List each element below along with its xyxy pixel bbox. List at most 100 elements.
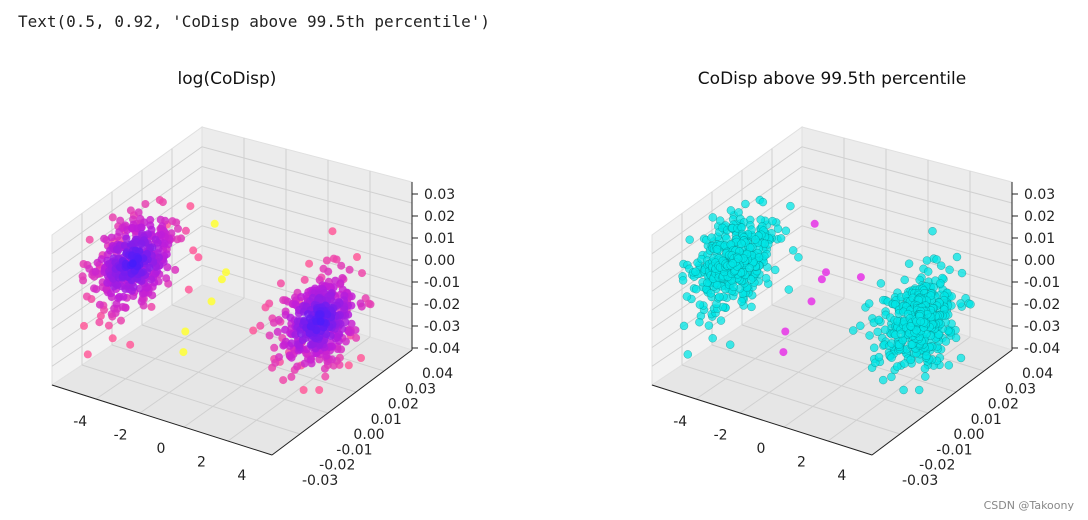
z-tick-label: -0.04 xyxy=(424,341,460,357)
data-point xyxy=(107,233,116,242)
data-point xyxy=(915,385,924,395)
data-point xyxy=(751,235,760,244)
data-point xyxy=(281,325,290,334)
data-point xyxy=(82,292,91,301)
y-tick-label: -0.02 xyxy=(919,458,955,474)
data-point xyxy=(274,316,283,324)
data-point xyxy=(186,202,195,211)
grid-line xyxy=(711,344,929,414)
data-point xyxy=(104,321,113,330)
data-point xyxy=(108,213,117,222)
outlier-point xyxy=(222,268,230,277)
data-point xyxy=(91,267,100,276)
data-point xyxy=(678,276,688,285)
data-point xyxy=(786,201,795,211)
data-point xyxy=(145,263,154,272)
data-point xyxy=(768,216,777,226)
data-point xyxy=(249,326,258,335)
data-point xyxy=(932,255,941,264)
data-point xyxy=(870,343,879,352)
data-point xyxy=(126,340,135,349)
grid-line xyxy=(827,336,971,442)
z-tick-label: 0.00 xyxy=(424,253,455,269)
data-point xyxy=(734,254,743,263)
data-point xyxy=(305,259,314,268)
grid-line xyxy=(81,364,301,435)
z-tick-label: 0.03 xyxy=(424,187,455,203)
data-point xyxy=(316,317,325,326)
data-point xyxy=(299,386,308,394)
z-tick-label: 0.00 xyxy=(1024,253,1055,269)
outlier-point xyxy=(181,327,190,336)
z-tick-label: -0.02 xyxy=(1024,297,1060,313)
data-point xyxy=(944,361,953,370)
data-point xyxy=(745,263,754,273)
cell-output-text: Text(0.5, 0.92, 'CoDisp above 99.5th per… xyxy=(18,12,491,31)
data-point xyxy=(300,275,309,284)
z-tick-label: 0.03 xyxy=(1024,187,1055,203)
data-point xyxy=(715,292,724,302)
x-tick-label: -2 xyxy=(114,427,128,443)
data-point xyxy=(352,333,361,342)
data-point xyxy=(118,303,127,311)
data-point xyxy=(279,376,288,385)
data-point xyxy=(126,206,135,215)
data-point xyxy=(758,197,768,207)
data-point xyxy=(194,253,203,262)
data-point xyxy=(737,239,746,248)
chart-title: log(CoDisp) xyxy=(178,69,277,89)
z-tick-label: 0.02 xyxy=(1024,209,1055,225)
outlier-point xyxy=(817,275,826,284)
watermark: CSDN @Takoony xyxy=(983,499,1074,512)
data-point xyxy=(293,362,302,371)
data-point xyxy=(160,239,169,248)
data-point xyxy=(900,359,909,368)
data-point xyxy=(762,274,771,283)
grid-line xyxy=(651,146,1013,255)
data-point xyxy=(937,261,946,270)
data-point xyxy=(679,321,689,331)
data-point xyxy=(357,354,365,362)
data-point xyxy=(789,246,798,255)
data-point xyxy=(134,254,143,263)
z-tick-label: 0.01 xyxy=(1024,231,1055,247)
data-point xyxy=(707,233,716,242)
data-point xyxy=(117,316,125,325)
data-point xyxy=(300,359,309,368)
data-point xyxy=(147,275,156,284)
grid-line xyxy=(141,324,357,393)
data-point xyxy=(328,227,337,236)
data-point xyxy=(879,375,888,385)
data-point xyxy=(712,245,722,254)
grid-line xyxy=(695,297,845,400)
data-point xyxy=(784,285,793,294)
data-point xyxy=(276,279,285,288)
data-point xyxy=(916,317,925,326)
data-point xyxy=(876,279,886,288)
data-point xyxy=(158,198,167,207)
data-point xyxy=(728,259,737,268)
data-point xyxy=(773,224,783,233)
scatter-points xyxy=(78,196,375,394)
data-point xyxy=(287,372,296,381)
data-point xyxy=(695,300,705,309)
data-point xyxy=(900,275,909,285)
chart-title: CoDisp above 99.5th percentile xyxy=(698,69,966,89)
x-tick-label: 0 xyxy=(757,441,766,457)
data-point xyxy=(928,227,937,236)
plot-log-codisp: log(CoDisp)-4-20240.040.030.020.010.00-0… xyxy=(50,69,460,489)
data-point xyxy=(921,372,930,381)
data-point xyxy=(126,240,135,249)
data-point xyxy=(113,281,122,289)
data-point xyxy=(275,353,283,362)
data-point xyxy=(120,241,129,250)
z-tick-label: 0.02 xyxy=(424,209,455,225)
data-point xyxy=(708,334,717,343)
outlier-point xyxy=(210,219,219,228)
z-tick-label: -0.01 xyxy=(1024,275,1060,291)
data-point xyxy=(332,255,341,264)
y-tick-label: 0.01 xyxy=(371,412,402,428)
y-tick-label: -0.03 xyxy=(902,473,938,489)
x-tick-label: -4 xyxy=(673,414,687,430)
data-point xyxy=(80,321,88,330)
